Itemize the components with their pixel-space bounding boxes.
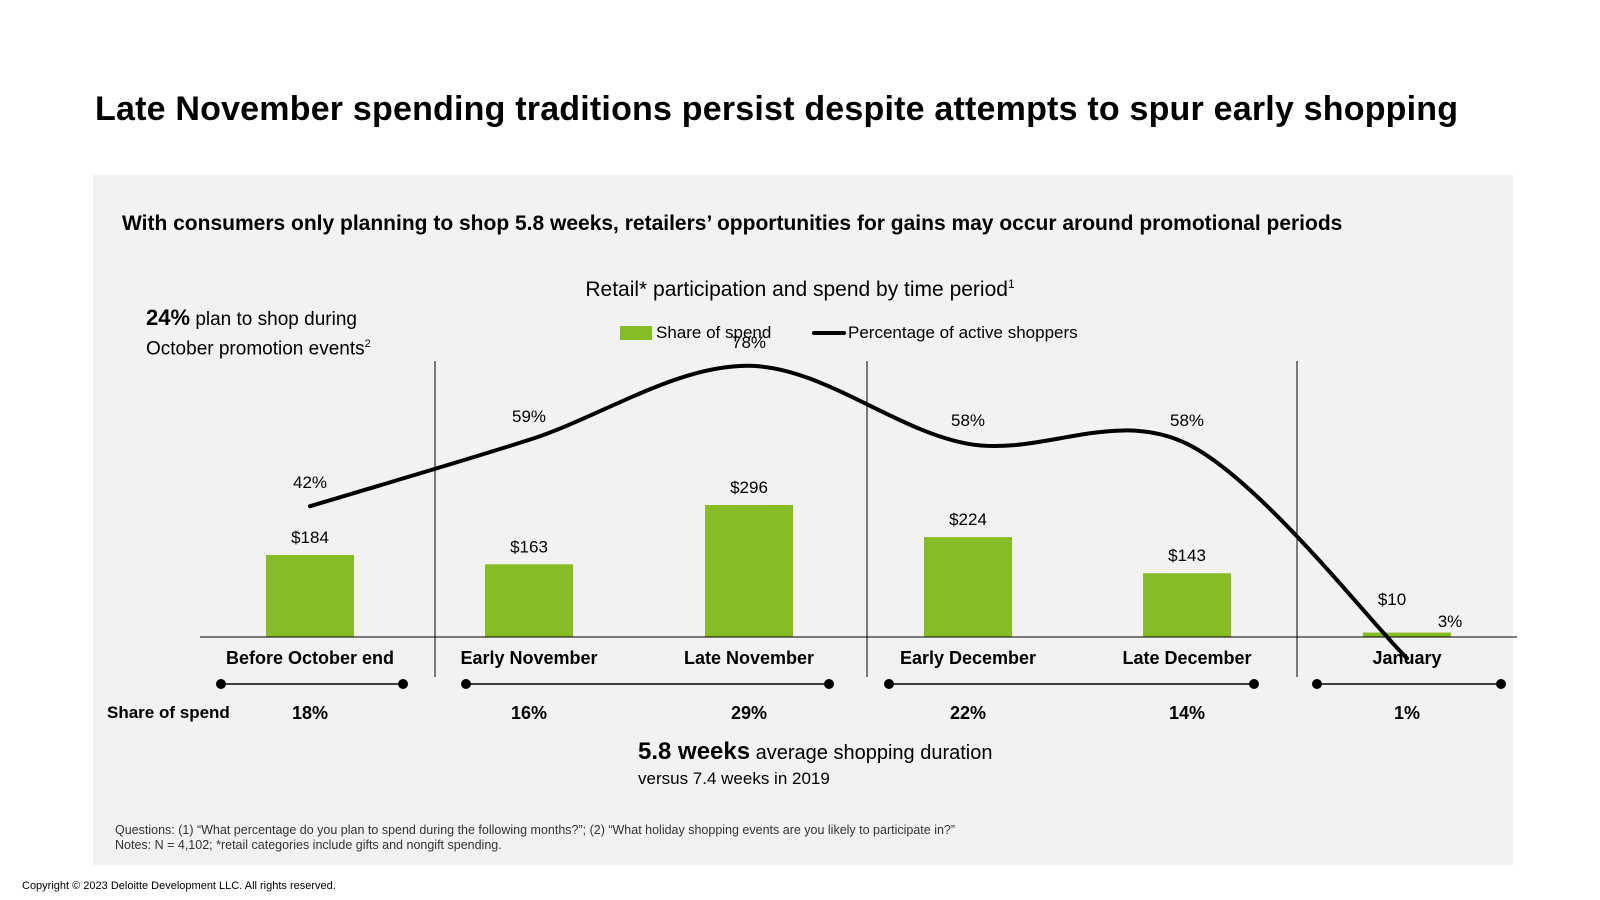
duration-compare: versus 7.4 weeks in 2019 — [638, 769, 830, 788]
chart-panel — [93, 175, 1513, 865]
share-bracket-dot — [1312, 679, 1322, 689]
share-value: 16% — [511, 703, 547, 723]
callout-sup: 2 — [364, 338, 371, 350]
footnote-questions: Questions: (1) “What percentage do you p… — [115, 823, 956, 837]
chart-title: Retail* participation and spend by time … — [0, 277, 1600, 302]
bar-6 — [1363, 632, 1451, 637]
bar-value-label: $224 — [949, 510, 987, 529]
share-bracket-dot — [461, 679, 471, 689]
chart-subtitle: With consumers only planning to shop 5.8… — [122, 212, 1343, 235]
chart-title-sup: 1 — [1007, 277, 1015, 291]
copyright: Copyright © 2023 Deloitte Development LL… — [22, 880, 336, 892]
callout-line2: October promotion events — [146, 338, 365, 360]
share-row-label: Share of spend — [107, 703, 230, 722]
category-label: Before October end — [226, 648, 394, 668]
legend-bar-label: Share of spend — [656, 323, 772, 342]
bar-value-label: $163 — [510, 537, 548, 556]
share-value: 29% — [731, 703, 767, 723]
footnote-notes: Notes: N = 4,102; *retail categories inc… — [115, 838, 502, 852]
shoppers-line — [308, 363, 1409, 661]
callout-line1: plan to shop during — [190, 309, 357, 330]
bar-value-label: $184 — [291, 528, 329, 547]
legend-line-swatch — [812, 331, 846, 335]
share-bracket-dot — [398, 679, 408, 689]
duration-callout: 5.8 weeks average shopping duration vers… — [638, 738, 993, 789]
bar-4 — [924, 537, 1012, 637]
callout-pct: 24% — [146, 305, 191, 330]
chart-title-text: Retail* participation and spend by time … — [585, 278, 1008, 301]
share-value: 22% — [950, 703, 986, 723]
share-bracket-dot — [1496, 679, 1506, 689]
page-title: Late November spending traditions persis… — [95, 90, 1459, 128]
bar-5 — [1143, 573, 1231, 637]
legend-bar-swatch — [620, 326, 652, 340]
footnotes: Questions: (1) “What percentage do you p… — [115, 823, 955, 853]
share-bracket-dot — [824, 679, 834, 689]
category-label: January — [1372, 648, 1441, 668]
share-bracket-dot — [884, 679, 894, 689]
line-value-label: 58% — [951, 411, 985, 430]
legend-bar: Share of spend — [620, 323, 771, 343]
share-value: 18% — [292, 703, 328, 723]
bar-1 — [266, 554, 354, 637]
share-value: 14% — [1169, 703, 1205, 723]
duration-text: average shopping duration — [750, 742, 993, 764]
line-value-label: 78% — [732, 333, 766, 352]
bar-value-label: $143 — [1168, 546, 1206, 565]
category-label: Late November — [684, 648, 814, 668]
bar-3 — [705, 505, 793, 637]
share-value: 1% — [1394, 703, 1420, 723]
share-bracket-dot — [216, 679, 226, 689]
bar-value-label: $296 — [730, 478, 768, 497]
line-value-label: 59% — [512, 407, 546, 426]
duration-weeks: 5.8 weeks — [638, 738, 751, 765]
line-value-label: 42% — [293, 473, 327, 492]
october-callout: 24% plan to shop during October promotio… — [146, 305, 371, 361]
bar-value-label: $10 — [1378, 590, 1406, 609]
line-value-label: 3% — [1438, 612, 1463, 631]
line-value-label: 58% — [1170, 411, 1204, 430]
category-label: Late December — [1122, 648, 1251, 668]
category-label: Early November — [460, 648, 597, 668]
bar-2 — [485, 564, 573, 637]
share-bracket-dot — [1249, 679, 1259, 689]
category-label: Early December — [900, 648, 1036, 668]
legend-line-label: Percentage of active shoppers — [848, 323, 1078, 342]
legend-line: Percentage of active shoppers — [812, 323, 1078, 343]
